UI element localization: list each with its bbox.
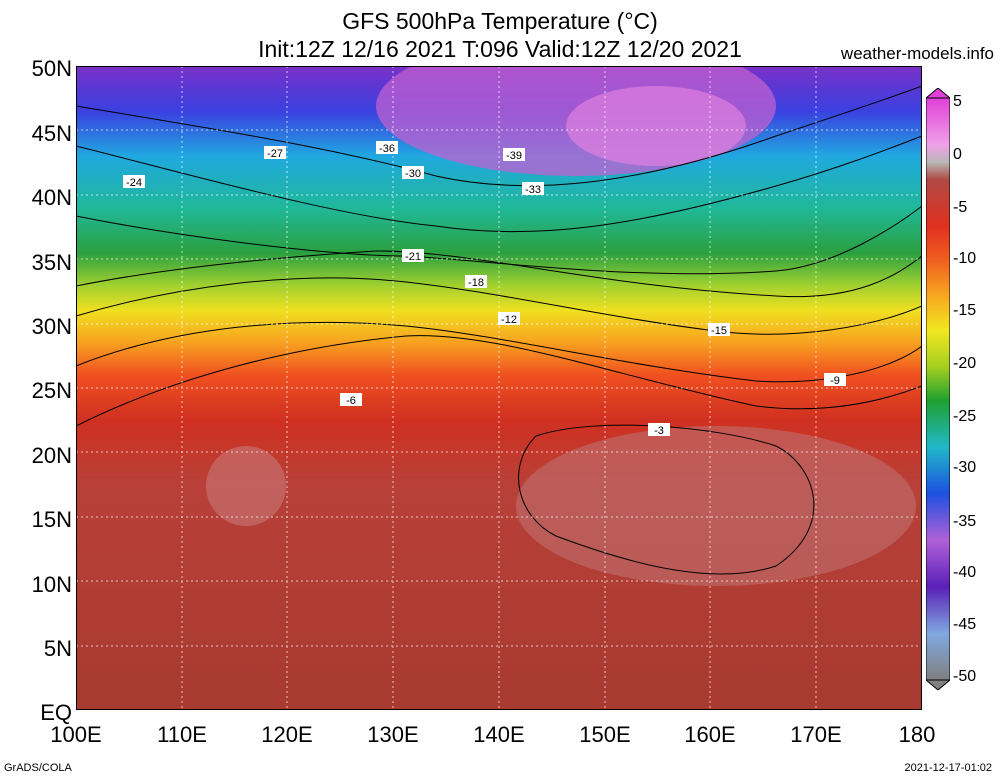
site-credit: weather-models.info [840,44,994,63]
map-title: GFS 500hPa Temperature (°C) [342,8,658,34]
colorbar-label: -45 [953,616,977,633]
svg-text:-24: -24 [126,177,142,189]
footer-left: GrADS/COLA [4,762,72,774]
contour-label: -3 [648,423,670,437]
lon-label: 180 [898,722,936,747]
contour-label: -39 [503,148,525,162]
svg-text:-27: -27 [267,148,283,160]
svg-text:-3: -3 [654,425,664,437]
colorbar-label: -25 [953,408,977,425]
colorbar [926,88,950,690]
svg-text:-9: -9 [830,375,840,387]
lon-label: 120E [261,722,313,747]
colorbar-label: -15 [953,302,977,319]
svg-text:-12: -12 [501,314,517,326]
lat-label: 20N [31,443,72,468]
contour-label: -36 [376,141,398,155]
contour-label: -33 [522,182,544,196]
footer-timestamp: 2021-12-17-01:02 [904,762,992,774]
lat-label: 15N [31,507,72,532]
svg-text:-18: -18 [468,277,484,289]
colorbar-label: -30 [953,459,977,476]
lat-label: 5N [43,636,72,661]
svg-text:-30: -30 [405,168,421,180]
lat-label: 10N [31,572,72,597]
lon-label: 100E [50,722,102,747]
svg-text:-15: -15 [711,325,727,337]
lon-label: 130E [367,722,419,747]
svg-text:-36: -36 [379,143,395,155]
lat-label: 45N [31,121,72,146]
svg-text:-6: -6 [346,395,356,407]
lon-label: 160E [684,722,736,747]
contour-label: -6 [340,393,362,407]
lat-label: EQ [40,700,72,725]
colorbar-label: 5 [953,93,962,110]
lon-label: 140E [473,722,525,747]
contour-label: -15 [708,323,730,337]
contour-label: -21 [402,249,424,263]
colorbar-label: -35 [953,513,977,530]
colorbar-label: -10 [953,250,977,267]
contour-label: -24 [123,175,145,189]
contour-label: -12 [498,312,520,326]
lat-label: 30N [31,314,72,339]
lat-label: 40N [31,185,72,210]
lon-label: 170E [790,722,842,747]
svg-text:-21: -21 [405,251,421,263]
contour-label: -30 [402,166,424,180]
lon-label: 150E [579,722,631,747]
colorbar-label: -40 [953,564,977,581]
contour-label: -27 [264,146,286,160]
lat-label: 25N [31,378,72,403]
temperature-map: -36 -39 -33 -30 -27 -24 -21 -18 -15 -12 … [76,66,922,710]
contour-label: -9 [824,373,846,387]
lat-label: 35N [31,250,72,275]
colorbar-label: -20 [953,355,977,372]
lat-label: 50N [31,56,72,81]
svg-text:-39: -39 [506,150,522,162]
svg-text:-33: -33 [525,184,541,196]
contour-label: -18 [465,275,487,289]
lon-label: 110E [157,722,207,747]
colorbar-label: -50 [953,668,977,685]
colorbar-label: 0 [953,146,962,163]
map-subtitle: Init:12Z 12/16 2021 T:096 Valid:12Z 12/2… [258,36,742,62]
colorbar-label: -5 [953,199,968,216]
